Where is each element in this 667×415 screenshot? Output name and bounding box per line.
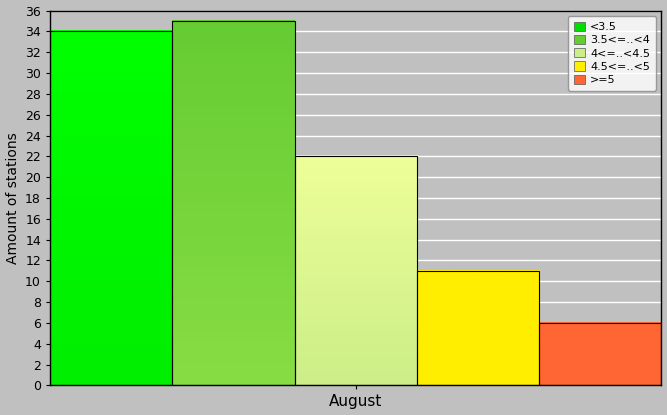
Legend: <3.5, 3.5<=..<4, 4<=..<4.5, 4.5<=..<5, >=5: <3.5, 3.5<=..<4, 4<=..<4.5, 4.5<=..<5, >… xyxy=(568,16,656,90)
Bar xyxy=(539,323,662,386)
Bar xyxy=(50,32,172,386)
Bar xyxy=(417,271,539,386)
Y-axis label: Amount of stations: Amount of stations xyxy=(5,132,19,264)
Bar xyxy=(295,156,417,386)
Bar xyxy=(172,21,295,386)
